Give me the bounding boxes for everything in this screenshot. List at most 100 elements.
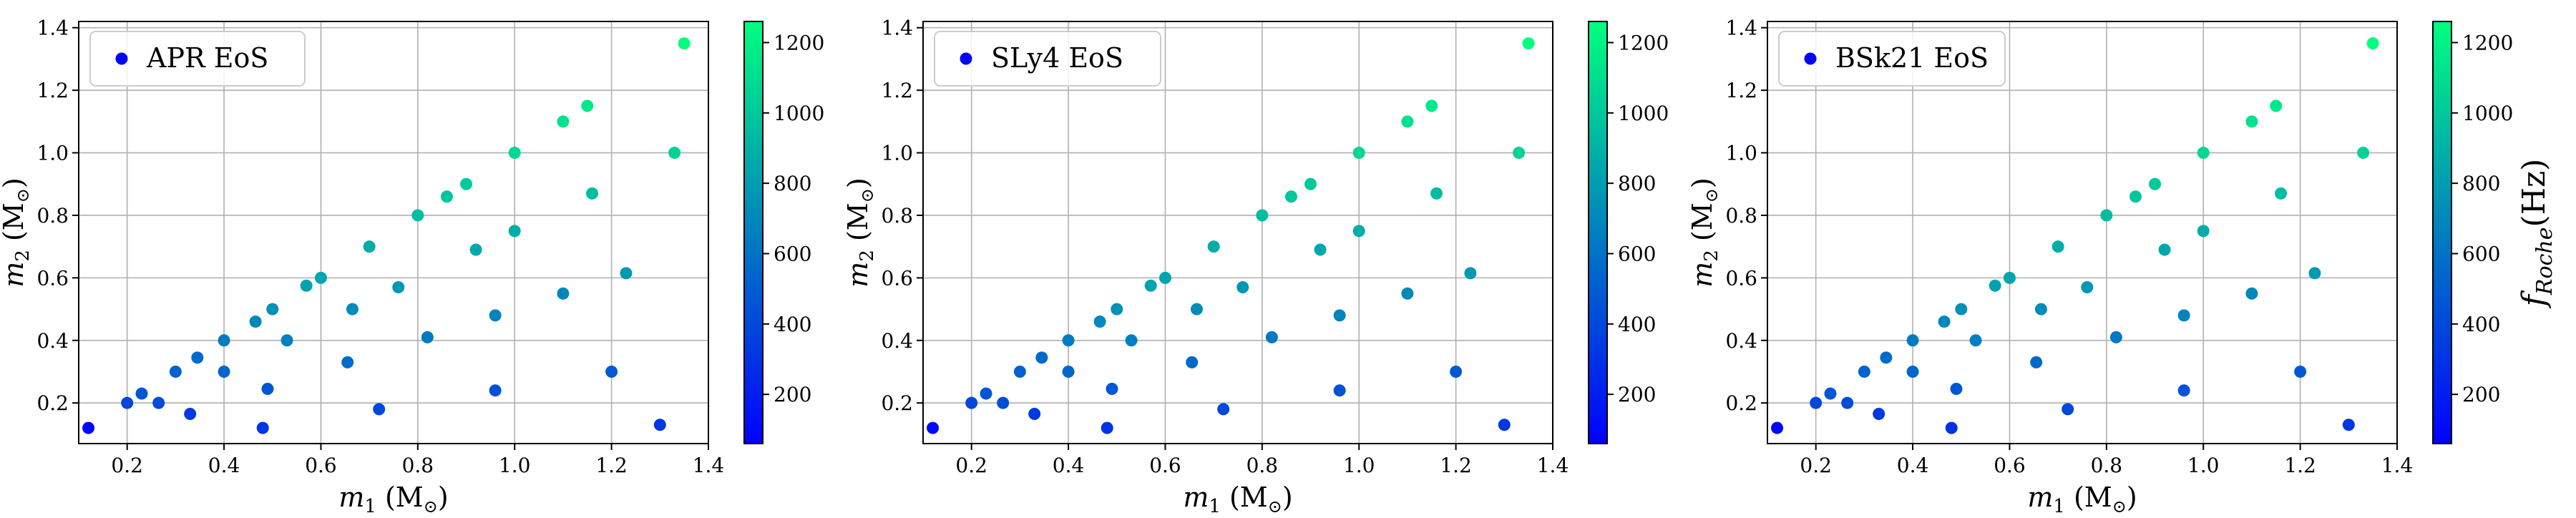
data-point: [1873, 407, 1885, 420]
data-point: [1186, 356, 1199, 368]
colorbar: 200 400 600 800 1000 1200: [1588, 21, 1669, 444]
data-point: [2177, 384, 2190, 397]
data-point: [1858, 365, 1870, 378]
data-point: [2308, 267, 2321, 280]
colorbar-tick-label: 800: [2462, 172, 2500, 195]
data-point: [1938, 316, 1951, 328]
data-point: [2197, 225, 2210, 238]
data-point: [653, 419, 666, 431]
chart-panel-3: 0.2 0.4 0.6 0.8 1.0 1.2 1.4 0.2 0.4 0.6 0.8 1.0 1.2 1…: [1687, 16, 2557, 517]
data-point: [1352, 225, 1365, 238]
y-tick-label: 0.6: [1725, 266, 1757, 290]
data-point: [392, 280, 405, 293]
colorbar-tick-label: 400: [1618, 313, 1656, 336]
data-point: [1950, 383, 1963, 396]
x-tick-label: 0.4: [1897, 454, 1929, 477]
y-axis-label: m2 (M⊙): [1687, 177, 1722, 287]
colorbar-tick-label: 400: [774, 313, 811, 336]
y-tick-label: 1.0: [881, 142, 913, 165]
plot-frame: [1767, 21, 2398, 444]
colorbar: 200 400 600 800 1000 1200 fRoche(Hz): [2432, 21, 2557, 444]
data-point: [2357, 147, 2370, 160]
data-point: [1111, 303, 1123, 316]
x-tick-label: 0.8: [402, 454, 434, 477]
data-point: [346, 303, 358, 316]
y-tick-label: 0.2: [881, 391, 913, 415]
data-point: [1352, 147, 1365, 160]
data-point: [1401, 287, 1414, 300]
x-tick-label: 0.2: [955, 454, 987, 477]
data-point: [965, 396, 978, 409]
data-point: [1498, 419, 1511, 431]
legend-marker: [115, 52, 128, 65]
data-point: [1125, 334, 1138, 347]
data-point: [668, 147, 681, 160]
data-point: [1207, 240, 1220, 253]
data-point: [489, 384, 502, 397]
data-point: [2100, 209, 2113, 222]
data-point: [1028, 407, 1041, 420]
y-tick-label: 1.4: [1725, 16, 1757, 40]
colorbar-tick-label: 800: [774, 172, 811, 195]
colorbar-tick-label: 200: [2462, 383, 2500, 406]
data-point: [300, 279, 313, 292]
data-point: [218, 334, 230, 347]
x-tick-label: 0.6: [1149, 454, 1181, 477]
x-axis-label: m1 (M⊙): [1183, 482, 1292, 515]
data-point: [1158, 271, 1171, 284]
data-point: [2366, 37, 2379, 50]
data-point: [2003, 271, 2016, 284]
y-tick-label: 0.8: [36, 204, 69, 228]
data-point: [1190, 303, 1203, 316]
x-axis-label: m1 (M⊙): [2027, 482, 2137, 515]
legend-label: SLy4 EoS: [991, 42, 1123, 74]
data-point: [363, 240, 376, 253]
data-point: [411, 209, 424, 222]
y-axis-label: m2 (M⊙): [0, 177, 34, 287]
data-point: [1284, 190, 1297, 203]
data-point: [557, 287, 570, 300]
legend: SLy4 EoS: [934, 31, 1161, 87]
data-point: [266, 303, 279, 316]
legend-box: [89, 31, 306, 87]
data-point: [508, 147, 521, 160]
x-tick-label: 1.2: [1440, 454, 1472, 477]
y-tick-label: 0.4: [881, 329, 913, 353]
legend-marker: [960, 52, 972, 65]
data-point: [1304, 177, 1317, 190]
data-point: [1989, 279, 2001, 292]
chart-panel-1: 0.2 0.4 0.6 0.8 1.0 1.2 1.4 0.2 0.4 0.6 0.8 1.0 1.2 1…: [0, 16, 824, 517]
x-tick-label: 1.0: [2187, 454, 2220, 477]
data-point: [2342, 419, 2355, 431]
colorbar-tick-label: 400: [2462, 313, 2500, 336]
x-tick-label: 1.0: [1343, 454, 1375, 477]
y-tick-label: 0.4: [1725, 329, 1757, 353]
data-point: [980, 387, 992, 400]
x-axis-label: m1 (M⊙): [338, 482, 448, 515]
data-point: [1430, 187, 1443, 200]
colorbar-tick-label: 800: [1618, 172, 1656, 195]
colorbar-tick-label: 1000: [774, 102, 824, 125]
data-point: [2149, 177, 2162, 190]
y-tick-label: 0.8: [1725, 204, 1757, 228]
colorbar-tick-label: 1200: [1618, 31, 1669, 55]
data-point: [489, 309, 502, 322]
data-point: [261, 383, 274, 396]
data-point: [1955, 303, 1968, 316]
y-axis-label: m2 (M⊙): [842, 177, 878, 287]
data-point: [1771, 421, 1784, 434]
x-tick-label: 1.4: [2381, 454, 2414, 477]
data-point: [1945, 421, 1958, 434]
y-tick-label: 0.6: [36, 266, 69, 290]
data-point: [2034, 303, 2047, 316]
data-point: [1144, 279, 1157, 292]
colorbar-label: fRoche(Hz): [2516, 159, 2557, 309]
legend-marker: [1804, 52, 1817, 65]
data-point: [2030, 356, 2043, 368]
data-point: [1810, 396, 1823, 409]
x-tick-label: 1.0: [499, 454, 531, 477]
data-point: [678, 37, 691, 50]
data-point: [2275, 187, 2288, 200]
y-tick-label: 0.6: [881, 266, 913, 290]
